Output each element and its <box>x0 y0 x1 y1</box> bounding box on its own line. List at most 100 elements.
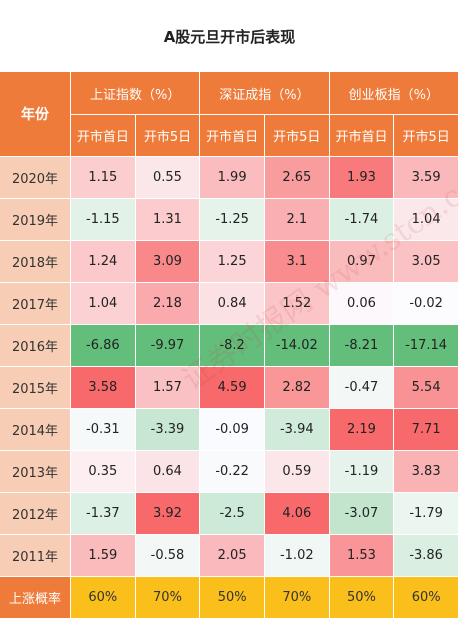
footer-label: 上涨概率 <box>0 577 71 619</box>
value-cell: -17.14 <box>394 325 459 367</box>
year-cell: 2019年 <box>0 199 71 241</box>
value-cell: 3.59 <box>394 157 459 199</box>
value-cell: 3.83 <box>394 451 459 493</box>
year-cell: 2020年 <box>0 157 71 199</box>
value-cell: -14.02 <box>264 325 330 367</box>
footer-value: 50% <box>329 577 395 619</box>
year-cell: 2018年 <box>0 241 71 283</box>
value-cell: -1.74 <box>329 199 395 241</box>
table-row: 2013年 0.35 0.64 -0.22 0.59 -1.19 3.83 <box>0 451 459 493</box>
value-cell: 4.59 <box>200 367 265 409</box>
value-cell: -1.37 <box>71 493 136 535</box>
market-performance-table: 年份 上证指数（%） 深证成指（%） 创业板指（%） 开市首日 开市5日 开市首… <box>0 72 459 619</box>
value-cell: -3.86 <box>394 535 459 577</box>
value-cell: -8.21 <box>329 325 395 367</box>
value-cell: 1.04 <box>394 199 459 241</box>
value-cell: 1.04 <box>71 283 136 325</box>
value-cell: -0.58 <box>135 535 201 577</box>
value-cell: -3.94 <box>264 409 330 451</box>
sub-header-five-day: 开市5日 <box>394 115 459 157</box>
footer-value: 70% <box>135 577 201 619</box>
value-cell: 1.99 <box>200 157 265 199</box>
value-cell: 1.53 <box>329 535 395 577</box>
value-cell: 2.19 <box>329 409 395 451</box>
value-cell: 0.35 <box>71 451 136 493</box>
footer-value: 50% <box>200 577 265 619</box>
value-cell: -0.09 <box>200 409 265 451</box>
value-cell: -0.02 <box>394 283 459 325</box>
table-row: 2015年 3.58 1.57 4.59 2.82 -0.47 5.54 <box>0 367 459 409</box>
value-cell: -1.25 <box>200 199 265 241</box>
table-row: 2016年 -6.86 -9.97 -8.2 -14.02 -8.21 -17.14 <box>0 325 459 367</box>
year-cell: 2012年 <box>0 493 71 535</box>
table-row: 2011年 1.59 -0.58 2.05 -1.02 1.53 -3.86 <box>0 535 459 577</box>
sub-header-first-day: 开市首日 <box>329 115 395 157</box>
index-header-chinext: 创业板指（%） <box>329 72 459 115</box>
value-cell: 2.1 <box>264 199 330 241</box>
value-cell: -9.97 <box>135 325 201 367</box>
page-title: A股元旦开市后表现 <box>163 27 296 46</box>
value-cell: -1.02 <box>264 535 330 577</box>
sub-header-first-day: 开市首日 <box>71 115 136 157</box>
index-header-shenzhen: 深证成指（%） <box>200 72 330 115</box>
value-cell: -6.86 <box>71 325 136 367</box>
year-cell: 2017年 <box>0 283 71 325</box>
value-cell: 0.64 <box>135 451 201 493</box>
footer-value: 60% <box>394 577 459 619</box>
footer-row: 上涨概率 60% 70% 50% 70% 50% 60% <box>0 577 459 619</box>
sub-header-five-day: 开市5日 <box>135 115 201 157</box>
value-cell: -1.19 <box>329 451 395 493</box>
value-cell: 4.06 <box>264 493 330 535</box>
value-cell: 1.59 <box>71 535 136 577</box>
value-cell: 2.65 <box>264 157 330 199</box>
sub-header-five-day: 开市5日 <box>264 115 330 157</box>
value-cell: -3.07 <box>329 493 395 535</box>
year-cell: 2016年 <box>0 325 71 367</box>
value-cell: 0.84 <box>200 283 265 325</box>
value-cell: -8.2 <box>200 325 265 367</box>
year-cell: 2014年 <box>0 409 71 451</box>
value-cell: 2.18 <box>135 283 201 325</box>
value-cell: -0.47 <box>329 367 395 409</box>
value-cell: 0.06 <box>329 283 395 325</box>
table-row: 2017年 1.04 2.18 0.84 1.52 0.06 -0.02 <box>0 283 459 325</box>
value-cell: 0.59 <box>264 451 330 493</box>
table-row: 2020年 1.15 0.55 1.99 2.65 1.93 3.59 <box>0 157 459 199</box>
table-row: 2014年 -0.31 -3.39 -0.09 -3.94 2.19 7.71 <box>0 409 459 451</box>
year-cell: 2015年 <box>0 367 71 409</box>
value-cell: 1.57 <box>135 367 201 409</box>
sub-header-first-day: 开市首日 <box>200 115 265 157</box>
footer-value: 60% <box>71 577 136 619</box>
value-cell: 1.24 <box>71 241 136 283</box>
value-cell: 1.93 <box>329 157 395 199</box>
value-cell: 0.55 <box>135 157 201 199</box>
value-cell: -3.39 <box>135 409 201 451</box>
value-cell: 7.71 <box>394 409 459 451</box>
year-cell: 2011年 <box>0 535 71 577</box>
table-row: 2018年 1.24 3.09 1.25 3.1 0.97 3.05 <box>0 241 459 283</box>
value-cell: 2.82 <box>264 367 330 409</box>
value-cell: -1.79 <box>394 493 459 535</box>
table-row: 2019年 -1.15 1.31 -1.25 2.1 -1.74 1.04 <box>0 199 459 241</box>
value-cell: 3.1 <box>264 241 330 283</box>
value-cell: 3.05 <box>394 241 459 283</box>
value-cell: 3.09 <box>135 241 201 283</box>
value-cell: 3.58 <box>71 367 136 409</box>
value-cell: -2.5 <box>200 493 265 535</box>
value-cell: 0.97 <box>329 241 395 283</box>
footer-value: 70% <box>264 577 330 619</box>
value-cell: 1.52 <box>264 283 330 325</box>
value-cell: 3.92 <box>135 493 201 535</box>
value-cell: -0.22 <box>200 451 265 493</box>
table-row: 2012年 -1.37 3.92 -2.5 4.06 -3.07 -1.79 <box>0 493 459 535</box>
value-cell: 2.05 <box>200 535 265 577</box>
index-header-shanghai: 上证指数（%） <box>71 72 201 115</box>
value-cell: 1.15 <box>71 157 136 199</box>
value-cell: 1.25 <box>200 241 265 283</box>
value-cell: 1.31 <box>135 199 201 241</box>
value-cell: -0.31 <box>71 409 136 451</box>
year-cell: 2013年 <box>0 451 71 493</box>
year-column-header: 年份 <box>0 72 71 157</box>
value-cell: -1.15 <box>71 199 136 241</box>
value-cell: 5.54 <box>394 367 459 409</box>
